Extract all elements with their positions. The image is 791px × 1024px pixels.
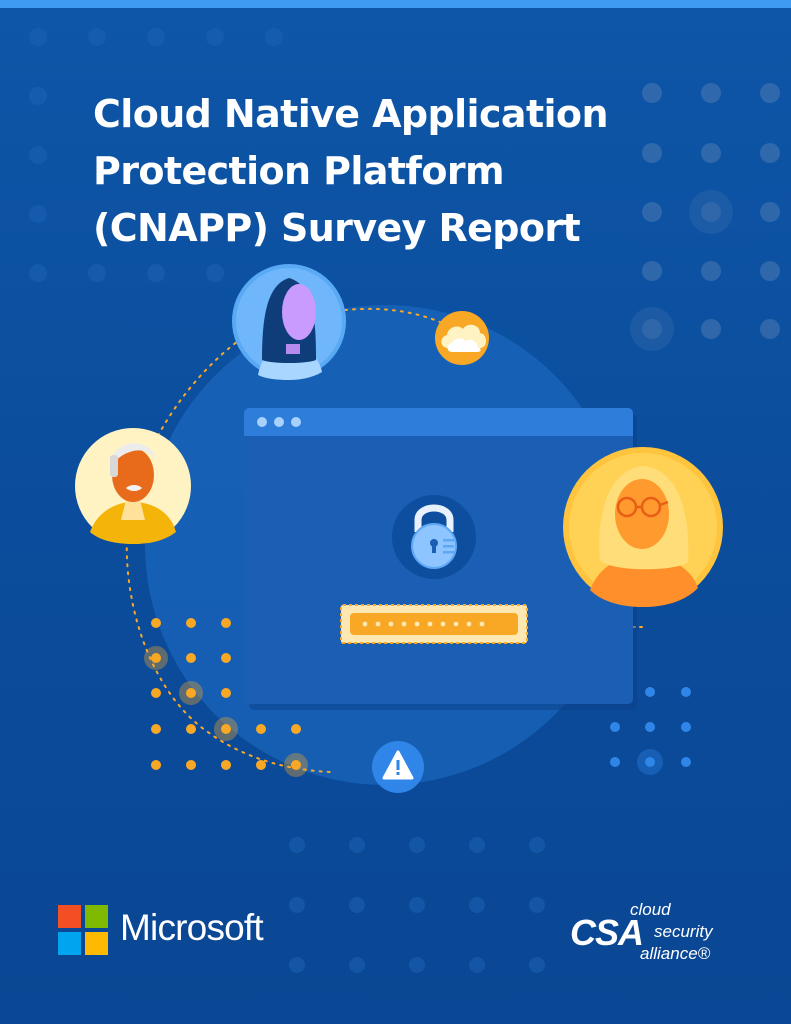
title-line-1: Cloud Native Application — [93, 92, 609, 136]
csa-letters: CSA — [570, 912, 644, 953]
background-dots-top — [29, 28, 283, 282]
title-line-2: Protection Platform — [93, 149, 505, 193]
padlock-icon — [392, 495, 476, 579]
user-elderly-man-icon — [75, 428, 191, 544]
microsoft-logo-blue-square — [58, 932, 81, 955]
blue-dot-grid — [610, 687, 691, 775]
report-title: Cloud Native Application Protection Plat… — [93, 86, 609, 257]
csa-word-cloud: cloud — [630, 900, 671, 919]
csa-logo: CSA cloud security alliance® — [566, 898, 736, 968]
microsoft-wordmark: Microsoft — [120, 907, 264, 948]
cloud-icon — [435, 311, 489, 365]
user-headscarf-icon — [232, 264, 346, 380]
microsoft-logo-icon — [58, 905, 110, 957]
csa-word-alliance: alliance® — [640, 944, 711, 963]
password-field-icon — [340, 604, 528, 644]
orange-dot-grid — [144, 618, 308, 777]
background-dots-bottom — [289, 837, 545, 973]
warning-icon — [372, 741, 424, 793]
orbit-path-top — [344, 307, 441, 323]
title-line-3: (CNAPP) Survey Report — [93, 206, 581, 250]
microsoft-logo-yellow-square — [85, 932, 108, 955]
microsoft-logo-red-square — [58, 905, 81, 928]
background-dots-right — [630, 83, 780, 351]
orbit-path-left — [125, 337, 331, 773]
user-woman-glasses-icon — [563, 447, 723, 607]
csa-word-security: security — [654, 922, 713, 941]
microsoft-logo-green-square — [85, 905, 108, 928]
top-accent-bar — [0, 0, 791, 8]
